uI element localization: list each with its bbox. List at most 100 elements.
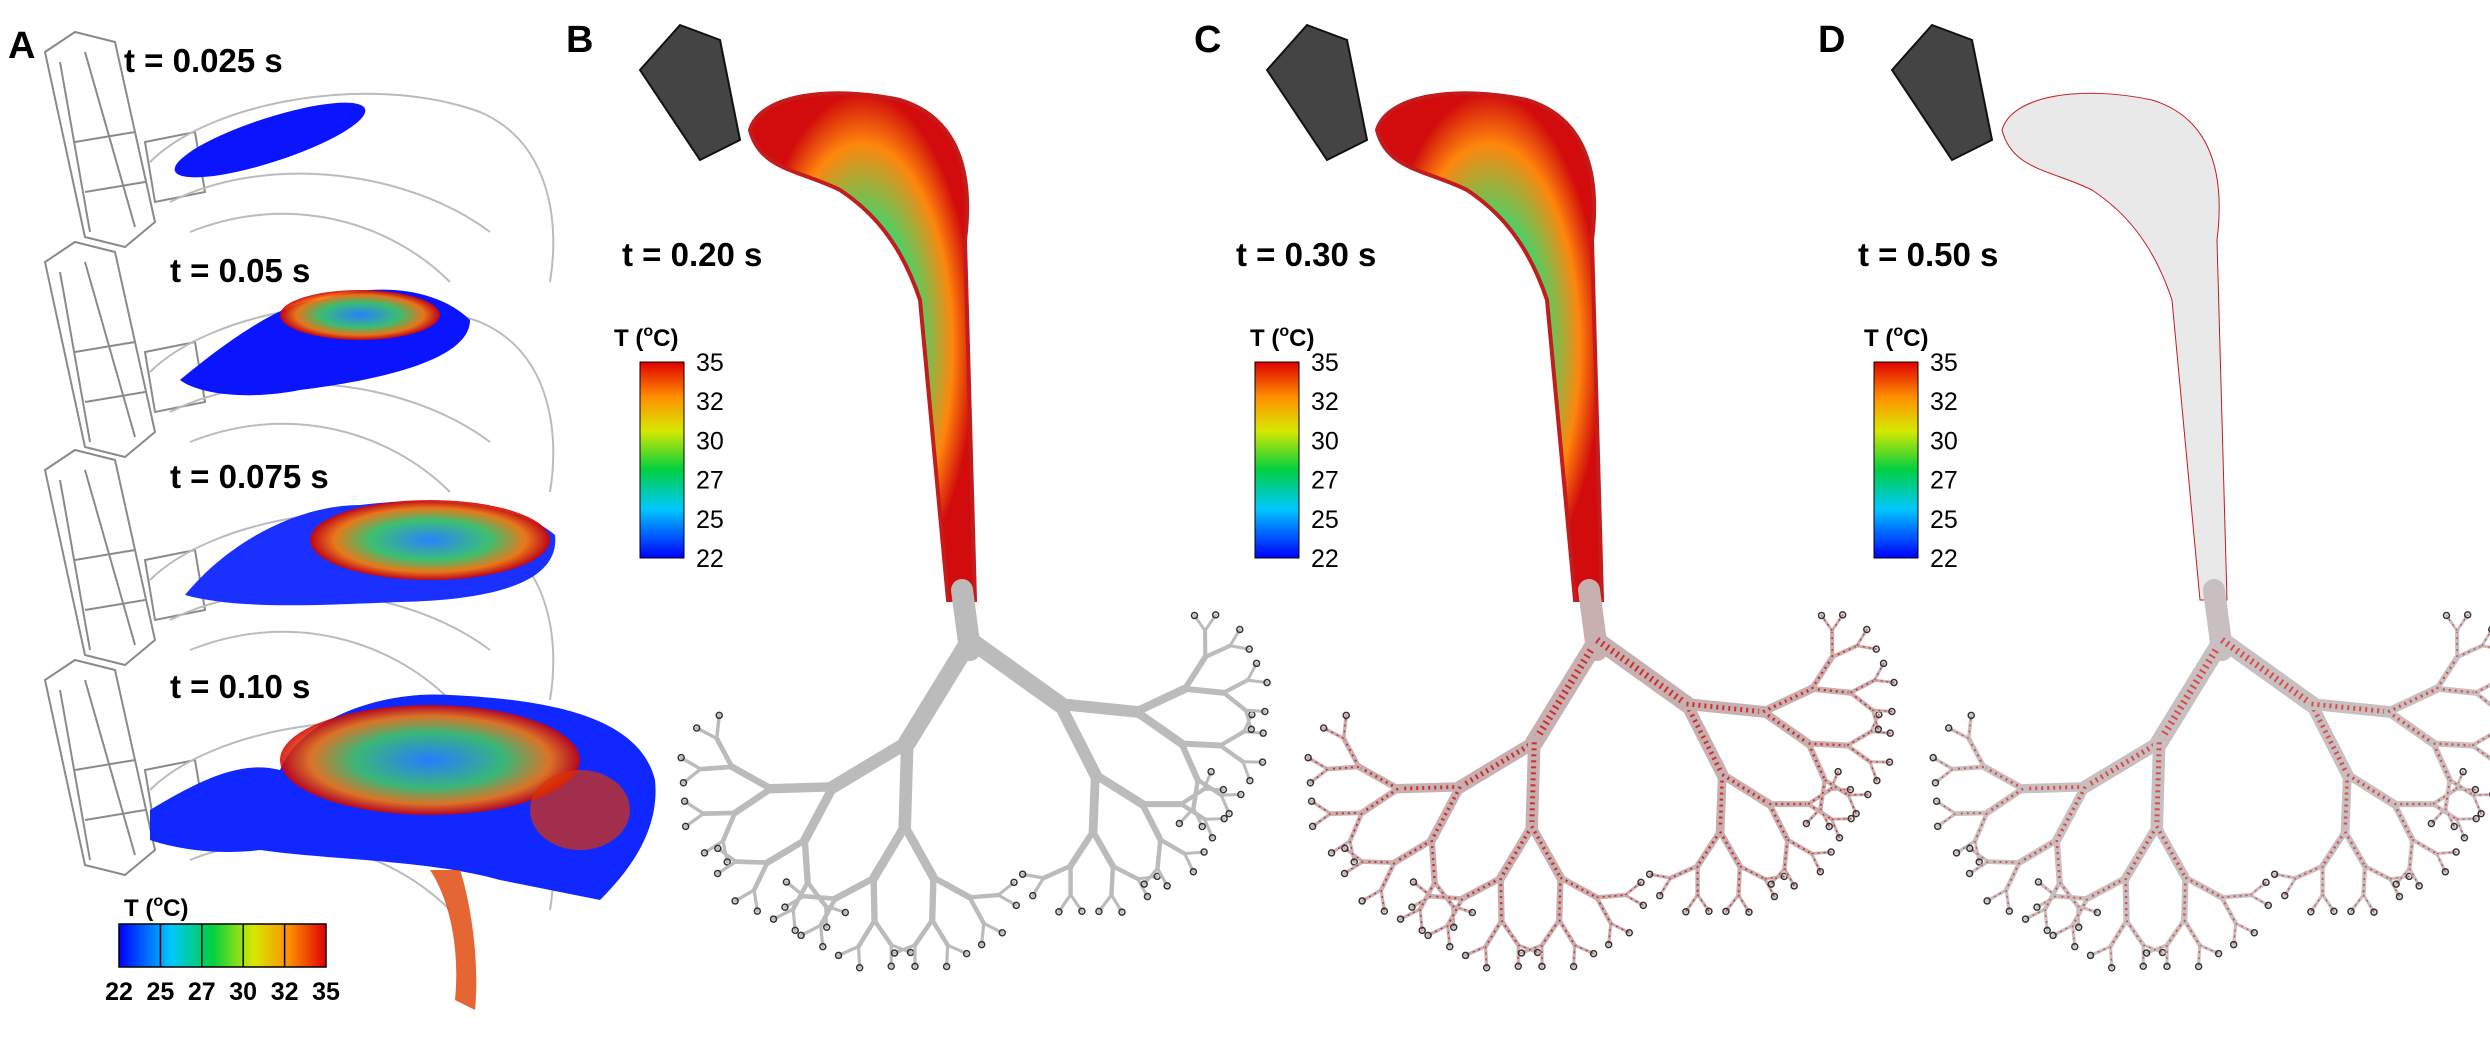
outlet <box>2005 907 2014 915</box>
deposited-particles <box>2109 919 2128 947</box>
outlet <box>1327 849 1336 857</box>
outlet <box>2477 809 2485 818</box>
colorbar-title-text: C) <box>1289 325 1314 352</box>
airway-branch <box>1985 859 2022 865</box>
airway-branch <box>801 893 838 902</box>
deposited-particles <box>2184 876 2223 899</box>
outlet <box>1517 949 1526 957</box>
outlet <box>2142 949 2151 957</box>
outlet <box>1637 878 1645 887</box>
outlet <box>1589 949 1598 958</box>
colorbar-title-text: T ( <box>124 895 153 922</box>
outlet <box>2033 903 2041 911</box>
colorbar <box>639 361 685 559</box>
outlet <box>834 951 843 960</box>
deposited-particles <box>2436 687 2476 694</box>
labels: A t = 0.025 s t = 0.05 s t = 0.075 s t =… <box>8 19 1998 1006</box>
outlet <box>1966 844 1974 853</box>
snapshot-illustration <box>43 448 555 701</box>
panel-label: D <box>1818 19 1845 61</box>
airway-branch <box>2480 629 2490 648</box>
outlet <box>1380 907 1389 915</box>
outlet <box>2392 880 2400 888</box>
deposited-particles <box>1768 803 1789 841</box>
airway-branch <box>1950 764 1987 772</box>
colorbar-title-sup: o <box>153 893 163 910</box>
outlet <box>782 878 791 886</box>
deposited-particles <box>1500 919 1519 946</box>
outlet <box>2472 814 2480 823</box>
deposited-particles <box>1968 715 1972 739</box>
colorbar-tick-label: 27 <box>1930 467 1958 495</box>
colorbar-title-text: C) <box>163 895 188 922</box>
deposited-particles <box>2220 896 2237 924</box>
colorbar-title-sup: o <box>643 323 653 340</box>
outlet <box>714 844 722 853</box>
mouthpiece <box>143 130 207 204</box>
airway-branch <box>1131 684 1190 716</box>
airway-branch <box>2407 837 2415 871</box>
outlet <box>2471 785 2480 794</box>
deposited-particles <box>1849 692 1873 711</box>
outlet <box>1143 892 1152 901</box>
outlet <box>713 869 722 878</box>
outlet <box>2093 908 2102 917</box>
deposited-particles <box>1413 881 1432 897</box>
outlet <box>2370 908 2378 916</box>
airway-branch <box>694 726 719 741</box>
outlet <box>1140 880 1148 888</box>
outlet <box>1852 809 1860 818</box>
airway-branch <box>1758 684 1817 716</box>
outlet <box>1012 901 1021 910</box>
airway-branch <box>751 860 770 893</box>
deposited-particles <box>1718 830 1741 867</box>
deposited-particles <box>1461 876 1502 900</box>
deposited-particles <box>1786 838 1813 855</box>
deposited-particles <box>1433 881 1454 907</box>
airway-branch <box>2471 793 2490 797</box>
outlet <box>1967 711 1975 720</box>
outlet <box>1219 785 1228 794</box>
deposited-particles <box>1393 839 1433 864</box>
panel-label: B <box>566 19 593 61</box>
outlet <box>2071 942 2079 951</box>
airway-branch <box>930 874 973 901</box>
outlet <box>1802 819 1811 828</box>
deposited-particles <box>2311 701 2389 715</box>
outlet <box>753 907 762 915</box>
deposited-particles <box>1559 876 1598 899</box>
deposited-particles <box>2456 645 2483 658</box>
outlet <box>1236 625 1244 634</box>
outlet <box>1827 848 1835 856</box>
airway-branch <box>1341 736 1362 770</box>
deposited-particles <box>1530 825 1563 879</box>
deposited-particles <box>1983 765 2024 790</box>
outlet <box>1095 907 1103 916</box>
head-outline <box>149 92 555 283</box>
outlet <box>1885 758 1894 766</box>
airway-branch <box>1818 777 1827 811</box>
inhaler-wireframe <box>43 448 157 667</box>
warm-region <box>280 705 580 815</box>
outlet <box>977 940 986 949</box>
deposited-particles <box>2321 830 2347 867</box>
airway-branch <box>1091 770 1147 809</box>
deposited-particles <box>1557 877 1562 920</box>
airway-branch <box>1041 863 1073 881</box>
colorbar-tick-label: 27 <box>188 978 216 1006</box>
outlet <box>1207 767 1215 776</box>
outlet <box>1055 907 1063 916</box>
time-label: t = 0.30 s <box>1236 236 1376 273</box>
outlet <box>1790 882 1798 890</box>
panel-label: C <box>1194 19 1221 61</box>
colorbar-tick-label: 30 <box>696 427 724 455</box>
airway-branch <box>1221 690 1248 713</box>
airway-branch <box>698 764 735 772</box>
airway-branch <box>720 810 738 844</box>
outlet <box>1258 758 1267 766</box>
deposited-particles <box>1811 687 1851 694</box>
colorbar-title: T (oC) <box>1250 323 1314 352</box>
outlet <box>2229 940 2238 949</box>
deposited-particles <box>2182 877 2187 920</box>
deposited-particles <box>1807 743 1826 781</box>
